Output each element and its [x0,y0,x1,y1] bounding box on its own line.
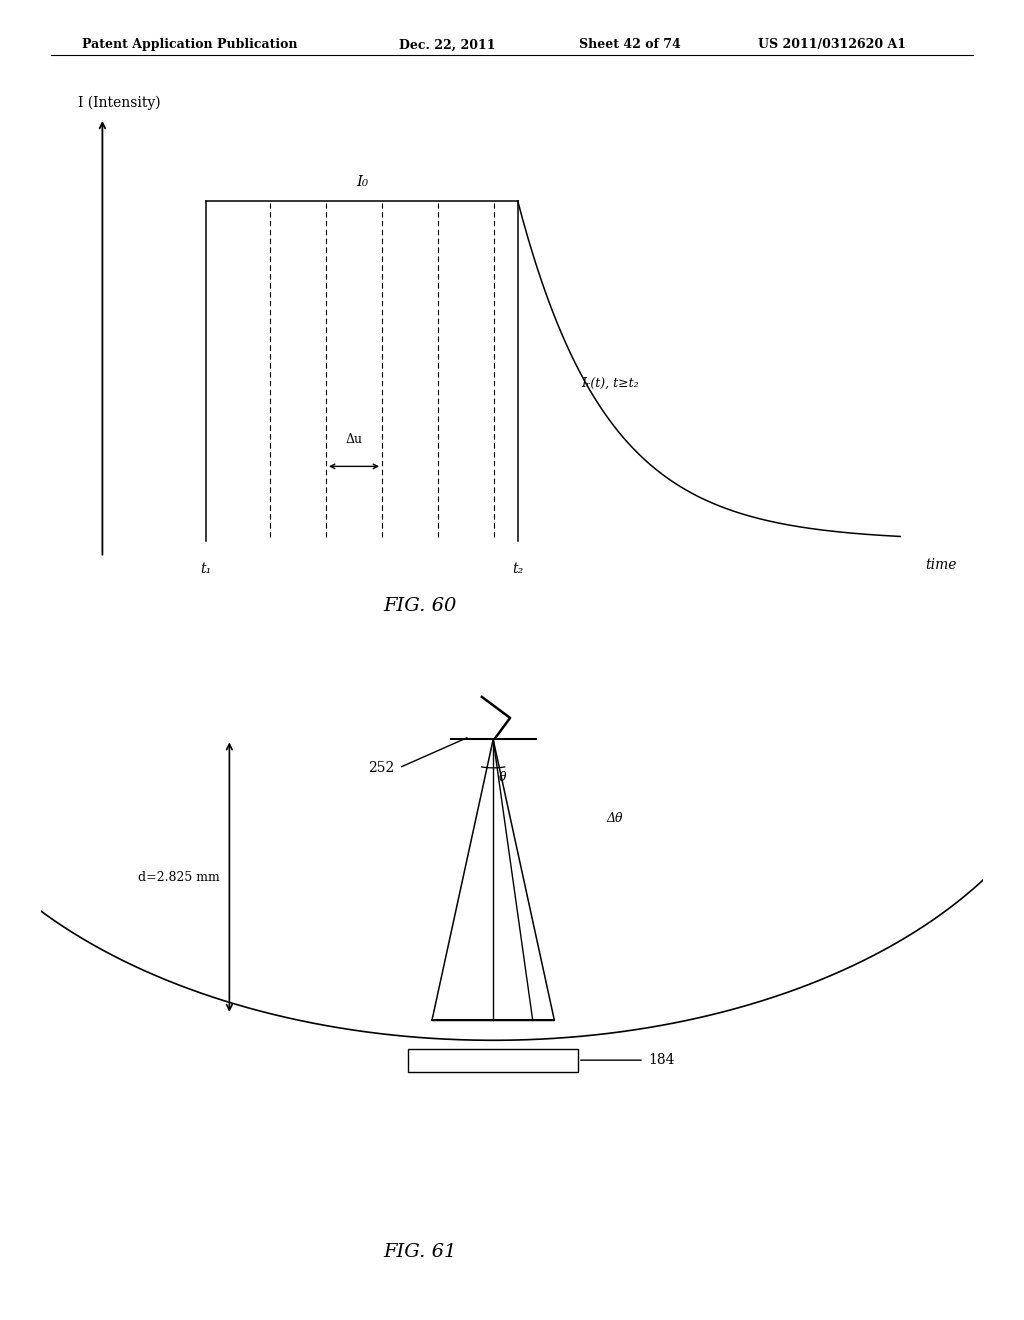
Text: Δθ: Δθ [606,812,623,825]
Text: US 2011/0312620 A1: US 2011/0312620 A1 [758,38,906,51]
Text: d=2.825 mm: d=2.825 mm [138,871,220,883]
Text: t₂: t₂ [512,562,523,576]
Text: Δu: Δu [345,433,362,446]
Text: 184: 184 [648,1053,675,1067]
Text: 252: 252 [368,760,394,775]
Text: t₁: t₁ [201,562,212,576]
Text: Sheet 42 of 74: Sheet 42 of 74 [579,38,680,51]
Polygon shape [432,739,554,1020]
Text: θ: θ [499,771,506,784]
Text: Dec. 22, 2011: Dec. 22, 2011 [399,38,496,51]
Text: I (Intensity): I (Intensity) [79,95,161,110]
Text: FIG. 61: FIG. 61 [383,1243,457,1262]
Text: Patent Application Publication: Patent Application Publication [82,38,297,51]
Text: FIG. 60: FIG. 60 [383,597,457,615]
Text: Iᵣ(t), t≥t₂: Iᵣ(t), t≥t₂ [582,378,639,389]
Text: I₀: I₀ [356,174,368,189]
Bar [409,1049,578,1072]
Text: time: time [925,557,956,572]
